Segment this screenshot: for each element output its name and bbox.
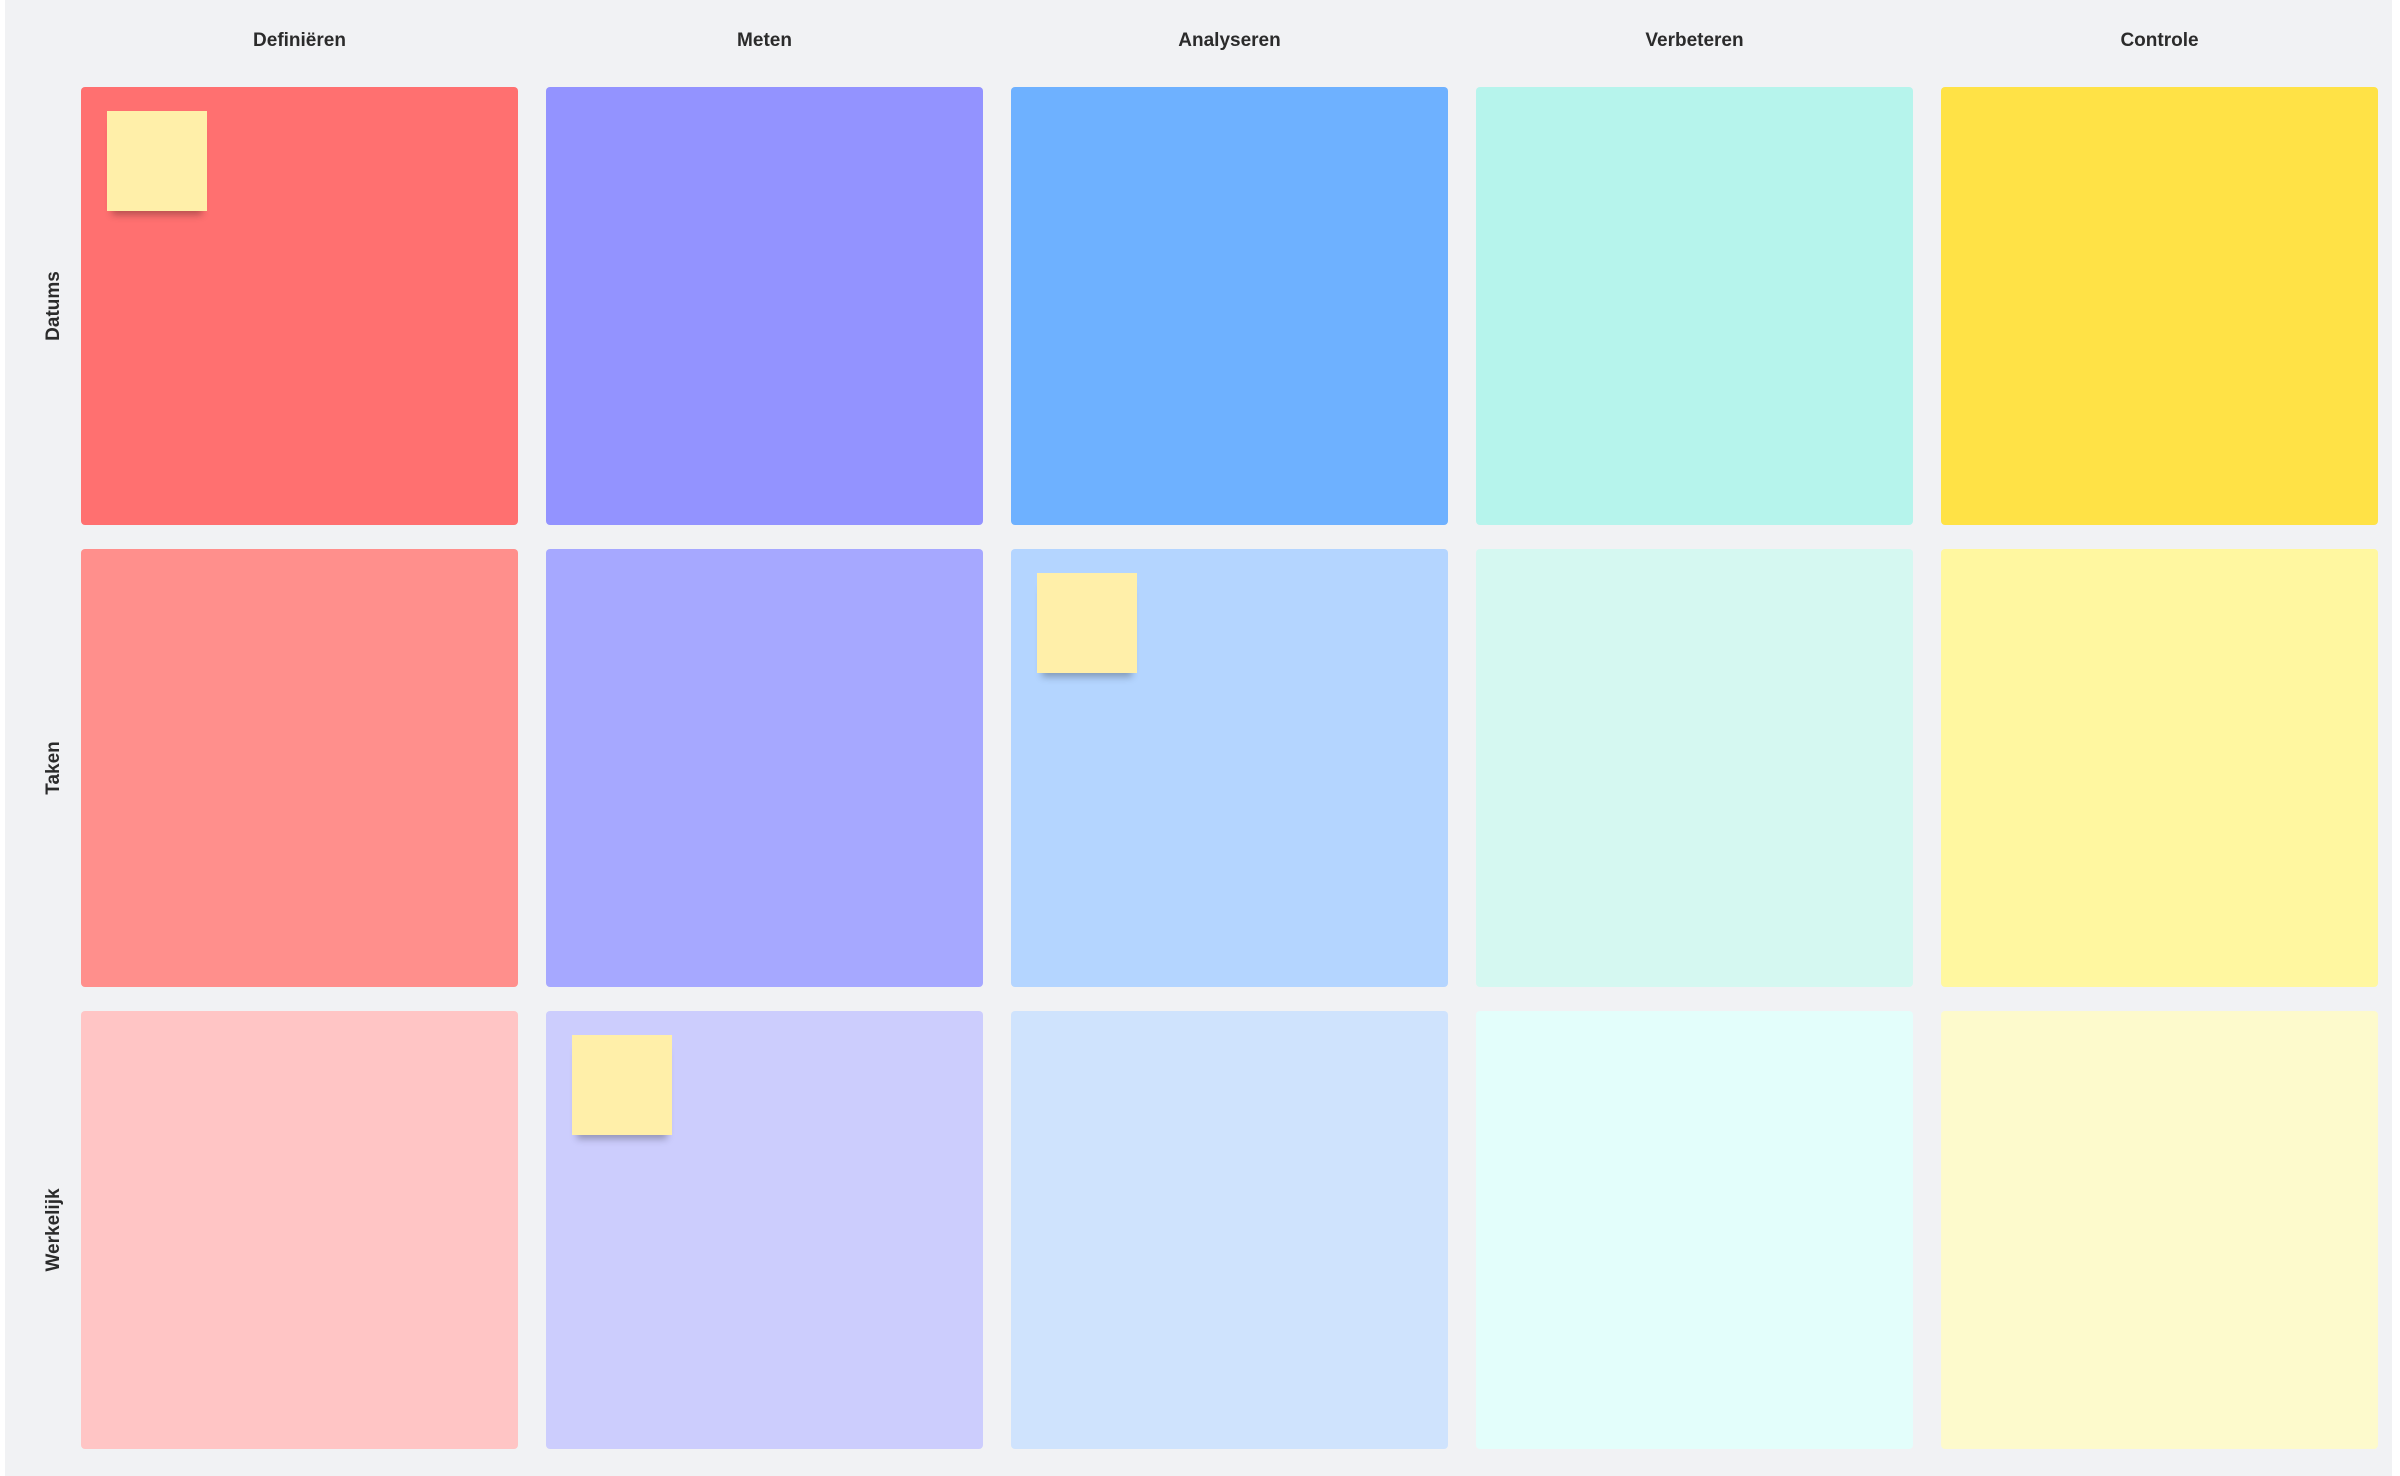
grid-cell[interactable] [1941,87,2378,525]
grid-cell[interactable] [1476,1011,1913,1449]
grid-cell[interactable] [1011,1011,1448,1449]
board-canvas[interactable]: Definiëren Meten Analyseren Verbeteren Contr… [5,0,2392,1476]
grid-cell[interactable] [546,87,983,525]
sticky-note[interactable] [1037,573,1137,673]
column-header: Definiëren [253,30,346,51]
row-label: Datums [43,271,64,341]
grid-cell[interactable] [1941,549,2378,987]
grid-cell[interactable] [546,549,983,987]
row-label: Werkelijk [43,1188,64,1272]
grid-cell[interactable] [1476,549,1913,987]
column-header: Controle [2120,30,2199,51]
grid-cell[interactable] [1476,87,1913,525]
grid-cell[interactable] [81,549,518,987]
grid-cell[interactable] [81,1011,518,1449]
grid-cell[interactable] [1941,1011,2378,1449]
column-header: Meten [737,30,792,51]
row-label: Taken [43,741,64,795]
sticky-note[interactable] [572,1035,672,1135]
grid-cell[interactable] [1011,87,1448,525]
sticky-note[interactable] [107,111,207,211]
column-header: Analyseren [1178,30,1281,51]
column-header: Verbeteren [1645,30,1744,51]
